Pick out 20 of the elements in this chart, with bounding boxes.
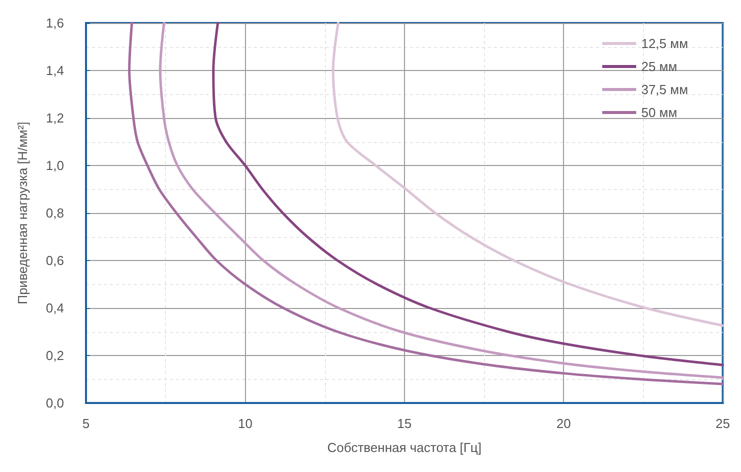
x-tick-label: 15 <box>397 416 412 431</box>
y-tick-label: 0,2 <box>46 348 64 363</box>
legend-label: 50 мм <box>641 105 678 120</box>
y-axis-title: Приведенная нагрузка [Н/мм²] <box>15 122 30 304</box>
y-tick-label: 1,0 <box>46 158 64 173</box>
y-tick-label: 0,6 <box>46 253 64 268</box>
legend-label: 37,5 мм <box>641 82 688 97</box>
x-tick-label: 5 <box>82 416 90 431</box>
line-series <box>332 22 724 327</box>
x-axis-title: Собственная частота [Гц] <box>327 440 482 455</box>
x-tick-label: 25 <box>716 416 730 431</box>
y-tick-label: 0,8 <box>46 206 64 220</box>
x-tick-label: 20 <box>556 416 571 431</box>
legend-label: 12,5 мм <box>641 36 688 51</box>
y-tick-label: 1,2 <box>46 110 64 126</box>
x-tick-label: 10 <box>238 416 252 431</box>
y-tick-label: 1,6 <box>46 16 64 30</box>
y-tick-label: 1,4 <box>46 63 64 78</box>
y-tick-label: 0,4 <box>46 300 64 316</box>
y-tick-label: 0,0 <box>46 396 64 410</box>
